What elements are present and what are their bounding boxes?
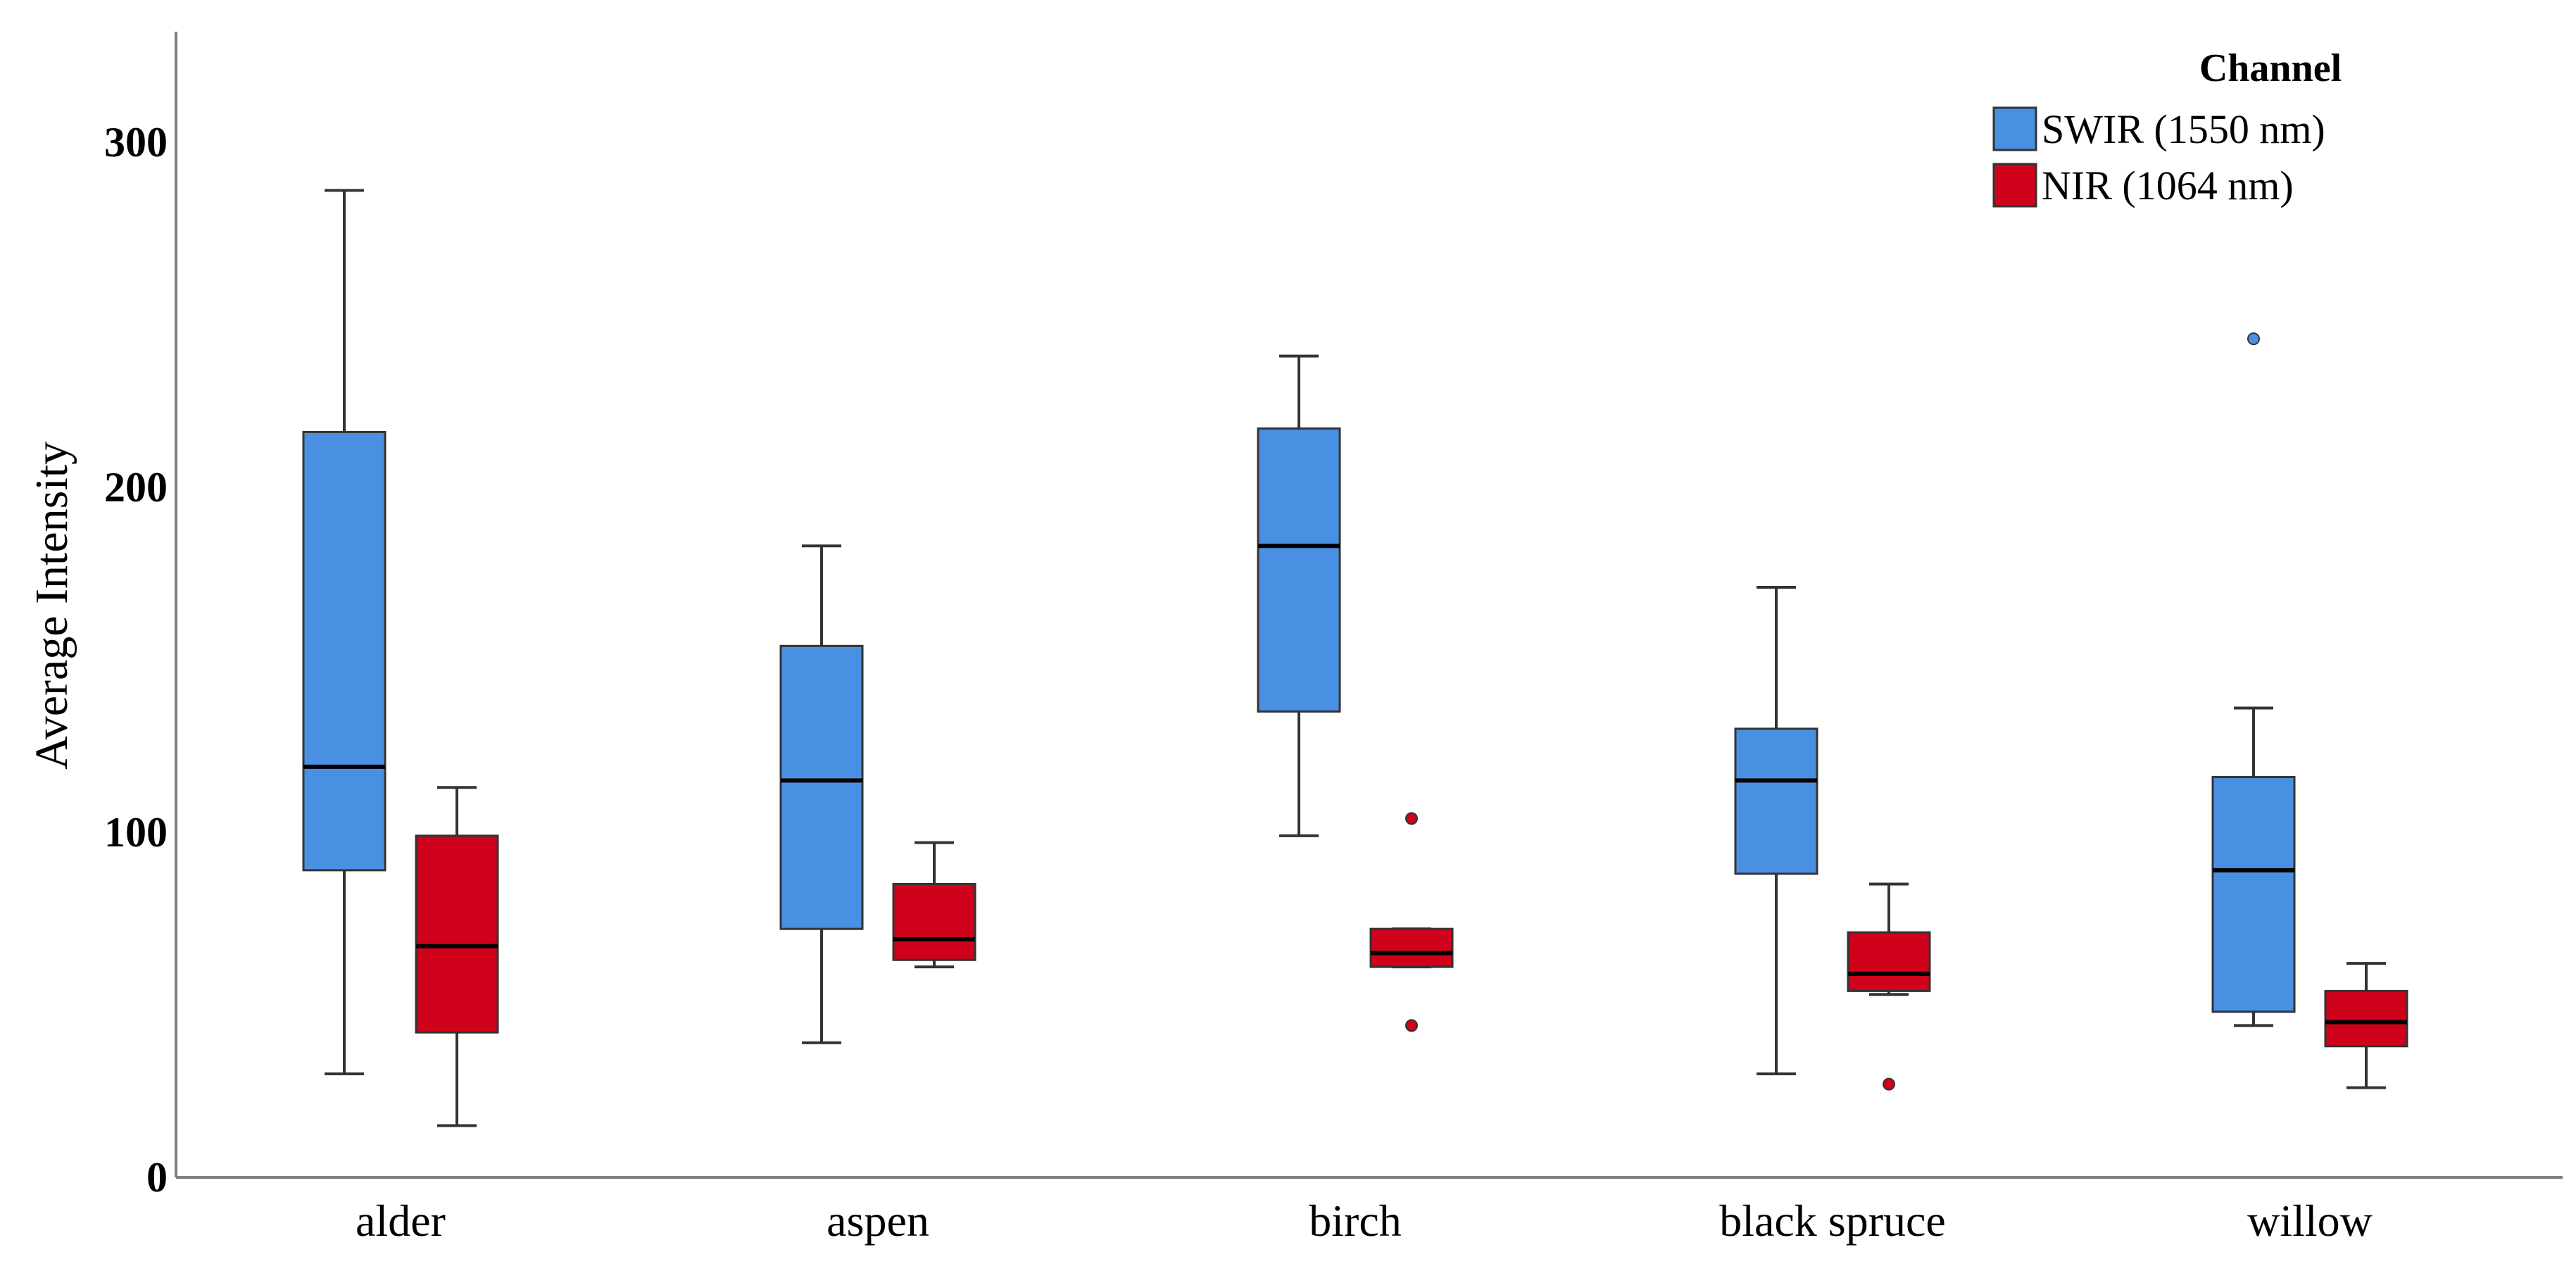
boxes <box>302 189 2408 1127</box>
box-iqr <box>2211 776 2296 1013</box>
legend-label-nir: NIR (1064 nm) <box>2042 163 2294 208</box>
outlier-point <box>2247 332 2260 346</box>
legend-title: Channel <box>2199 46 2342 90</box>
box-iqr <box>1734 727 1818 875</box>
outlier-point <box>1405 812 1418 825</box>
legend-label-swir: SWIR (1550 nm) <box>2042 106 2325 152</box>
box-nir <box>2324 962 2408 1089</box>
box-iqr <box>415 834 499 1034</box>
outlier-point <box>1883 1077 1895 1091</box>
category-label: willow <box>2247 1196 2373 1246</box>
category-label: aspen <box>827 1196 929 1246</box>
box-iqr <box>1257 427 1341 713</box>
legend: Channel SWIR (1550 nm) NIR (1064 nm) <box>1992 46 2342 208</box>
box-nir <box>1847 882 1931 1091</box>
axes <box>175 32 2563 1179</box>
box-iqr <box>1847 931 1931 992</box>
box-iqr <box>2324 989 2408 1048</box>
box-iqr <box>779 644 864 930</box>
legend-swatch-swir <box>1992 106 2037 151</box>
box-iqr <box>302 430 387 872</box>
category-labels: alder aspen birch black spruce willow <box>356 1196 2373 1246</box>
box-nir <box>415 786 499 1127</box>
box-nir <box>1369 812 1454 1032</box>
legend-swatch-nir <box>1992 163 2037 208</box>
box-swir <box>779 544 864 1044</box>
category-label: black spruce <box>1719 1196 1946 1246</box>
box-nir <box>892 841 976 969</box>
box-swir <box>1257 354 1341 837</box>
y-tick-label: 100 <box>104 809 168 856</box>
category-label: alder <box>356 1196 446 1246</box>
box-iqr <box>892 882 976 961</box>
y-tick-labels: 0 100 200 300 <box>104 119 168 1201</box>
box-swir <box>302 189 387 1075</box>
outlier-point <box>1405 1019 1418 1032</box>
y-tick-label: 0 <box>146 1154 168 1201</box>
box-swir <box>2211 332 2296 1027</box>
y-tick-label: 200 <box>104 464 168 511</box>
y-tick-label: 300 <box>104 119 168 165</box>
box-iqr <box>1369 927 1454 968</box>
y-axis-title: Average Intensity <box>26 442 77 770</box>
category-label: birch <box>1309 1196 1402 1246</box>
box-swir <box>1734 585 1818 1075</box>
